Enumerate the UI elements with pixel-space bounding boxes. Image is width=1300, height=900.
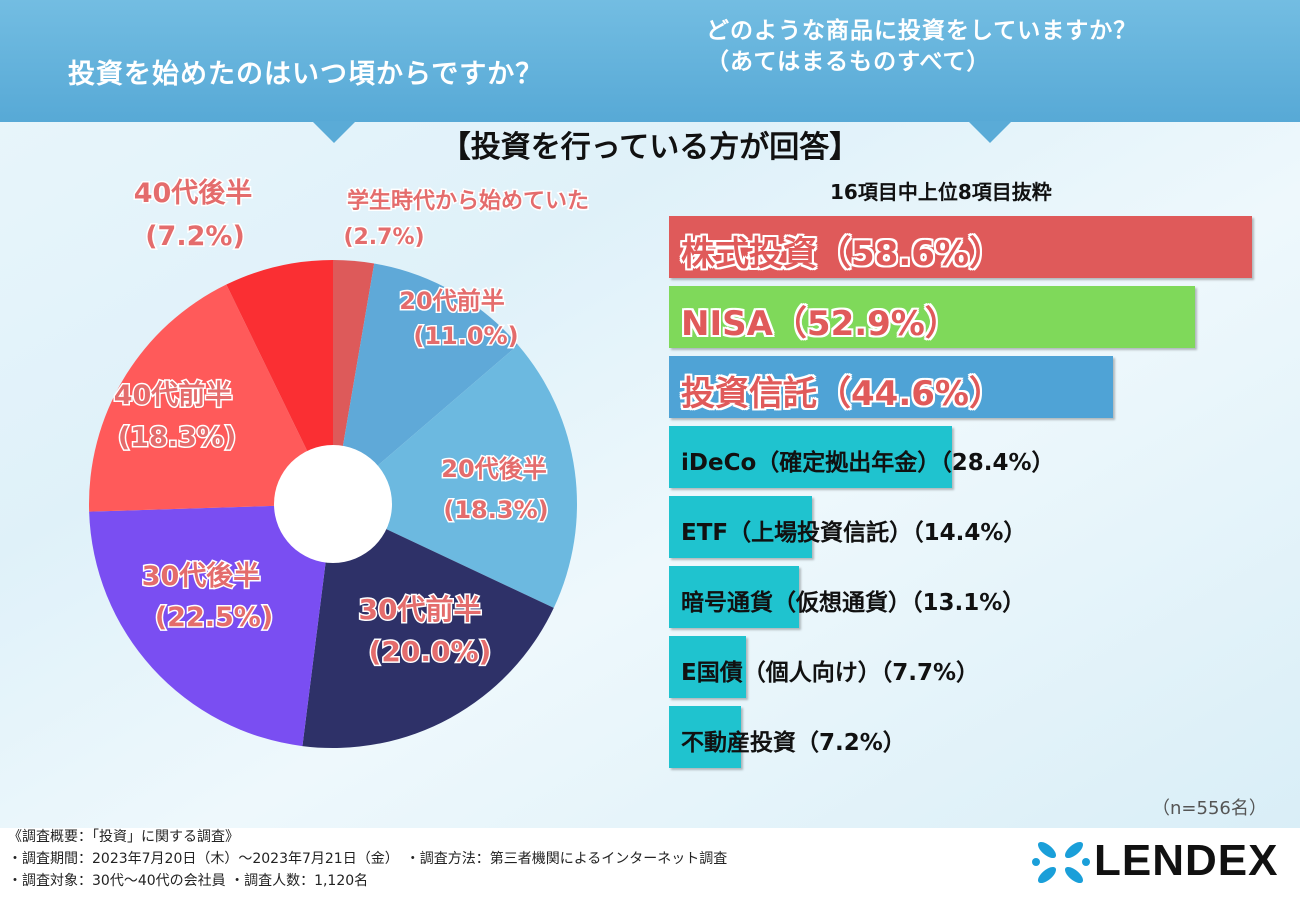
pie-slice-3 <box>333 344 577 608</box>
bar-label-2: NISA（52.9%） <box>681 304 959 344</box>
logo-mark-icon <box>1032 841 1090 884</box>
pie-slice-5 <box>89 504 334 747</box>
bar-label-1: 株式投資（58.6%） <box>681 234 1003 274</box>
pie-slice-7 <box>226 260 333 504</box>
survey-footer: 《調査概要：「投資」に関する調査》 ・調査期間：2023年7月20日（木）～20… <box>8 826 727 892</box>
bar-2 <box>669 286 1195 348</box>
sample-size-note: （n=556名） <box>1152 798 1267 819</box>
pie-category-label-6: 40代前半 <box>114 379 233 411</box>
pie-value-label-6: (18.3%) <box>118 422 236 453</box>
pie-value-label-3: (18.3%) <box>443 496 548 524</box>
pie-value-label-4: (20.0%) <box>369 635 492 668</box>
chart-subtitle: 【投資を行っている方が回答】 <box>440 130 860 165</box>
pie-slice-2 <box>333 263 519 504</box>
right-question-line2: （あてはまるものすべて） <box>706 49 991 75</box>
footer-line-3: ・調査対象：30代～40代の会社員 ・調査人数：1,120名 <box>8 873 369 889</box>
bar-3 <box>669 356 1113 418</box>
pie-slice-6 <box>88 284 333 512</box>
header-pointer-right <box>968 121 1012 143</box>
footer-line-2: ・調査期間：2023年7月20日（木）～2023年7月21日（金） ・調査方法：… <box>8 851 728 867</box>
pie-value-label-1: (2.7%) <box>343 225 424 250</box>
header-banner <box>0 0 1300 122</box>
pie-slice-4 <box>302 504 554 748</box>
pie-category-label-7: 40代後半 <box>134 178 253 209</box>
bar-label-8: 不動産投資（7.2%） <box>681 730 906 756</box>
bar-5 <box>669 496 812 558</box>
bar-label-5: ETF（上場投資信託）（14.4%） <box>681 520 1027 546</box>
pie-slice-1 <box>333 260 375 504</box>
bar-8 <box>669 706 741 768</box>
bar-chart-note: 16項目中上位8項目抜粋 <box>830 180 1052 204</box>
header-pointer-left <box>312 121 356 143</box>
bar-label-4: iDeCo（確定拠出年金）（28.4%） <box>681 450 1055 476</box>
bar-label-6: 暗号通貨（仮想通貨）（13.1%） <box>681 590 1026 616</box>
pie-center-hole <box>274 445 392 563</box>
pie-category-label-1: 学生時代から始めていた <box>347 188 589 214</box>
pie-category-label-2: 20代前半 <box>399 287 504 315</box>
pie-value-label-7: (7.2%) <box>145 221 245 252</box>
right-question: どのような商品に投資をしていますか？ （あてはまるものすべて） <box>706 16 1137 78</box>
bar-1 <box>669 216 1252 278</box>
pie-value-label-2: (11.0%) <box>413 322 518 350</box>
right-question-line1: どのような商品に投資をしていますか？ <box>706 18 1138 44</box>
pie-category-label-3: 20代後半 <box>441 455 546 483</box>
pie-category-label-5: 30代後半 <box>142 561 261 592</box>
bar-4 <box>669 426 952 488</box>
bar-chart: 株式投資（58.6%） NISA（52.9%） 投資信託（44.6%） iDeCo（確… <box>669 216 1269 786</box>
left-question: 投資を始めたのはいつ頃からですか？ <box>68 59 544 90</box>
pie-category-label-4: 30代前半 <box>359 593 482 626</box>
bar-label-7: E国債（個人向け）（7.7%） <box>681 660 980 686</box>
bar-label-3: 投資信託（44.6%） <box>681 374 1003 414</box>
pie-chart: 学生時代から始めていた (2.7%) 20代前半 (11.0%) 20代後半 (18.3%… <box>88 177 591 748</box>
bar-6 <box>669 566 799 628</box>
bar-7 <box>669 636 746 698</box>
logo-text: LENDEX <box>1094 836 1279 885</box>
footer-line-1: 《調査概要：「投資」に関する調査》 <box>8 829 239 845</box>
lendex-logo: LENDEX <box>1030 834 1280 890</box>
pie-value-label-5: (22.5%) <box>155 602 273 633</box>
